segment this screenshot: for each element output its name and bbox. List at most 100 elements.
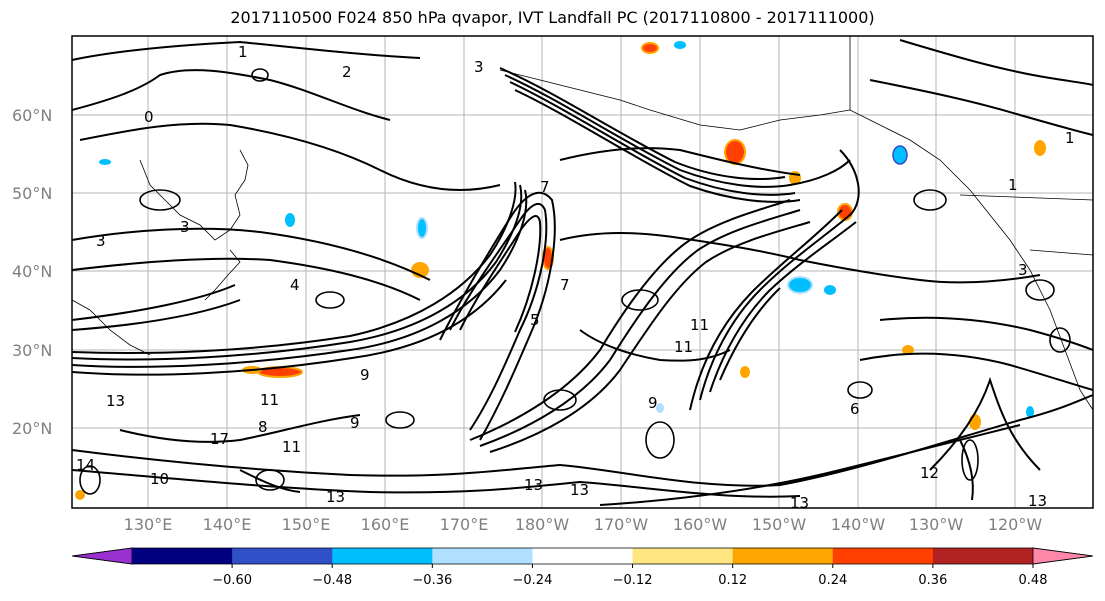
colorbar-segment (432, 548, 533, 564)
colorbar-segment (732, 548, 834, 564)
colorbar-tick-label: −0.48 (312, 573, 352, 588)
contour-line (439, 191, 556, 441)
contour-line (71, 284, 236, 321)
lat-label: 50°N (12, 184, 52, 203)
contour-label: 9 (350, 414, 360, 432)
contour-label: 2 (342, 63, 352, 81)
contour-label: 11 (282, 438, 301, 456)
contour-label: 11 (260, 391, 279, 409)
lat-label: 40°N (12, 262, 52, 281)
contour-ring (385, 411, 415, 429)
contour-line (239, 469, 301, 493)
colorbar-swatches (71, 547, 1094, 565)
lon-label: 150°W (752, 515, 807, 534)
colorbar-tick-label: −0.60 (212, 573, 252, 588)
contour-line (509, 81, 796, 196)
map-title: 2017110500 F024 850 hPa qvapor, IVT Land… (230, 8, 875, 27)
contour-labels: 1 2 3 0 1 3 3 3 1 5 7 11 11 13 13 13 13 … (76, 43, 1075, 512)
contour-line (71, 181, 517, 355)
colorbar-segment (332, 548, 433, 564)
contour-line (71, 40, 421, 61)
contour-label: 1 (1065, 129, 1075, 147)
contour-ring (913, 189, 947, 211)
contour-label: 6 (850, 400, 860, 418)
contour-label: 1 (1008, 176, 1018, 194)
contour-label: 13 (524, 476, 543, 494)
contour-label: 3 (474, 58, 484, 76)
contour-line (479, 209, 801, 447)
contour-line (699, 149, 860, 401)
contour-line (119, 414, 361, 443)
contour-line (489, 221, 811, 453)
contour-label: 3 (180, 218, 190, 236)
lon-label: 150°E (282, 515, 331, 534)
lon-label: 180°W (515, 515, 570, 534)
contour-ring (961, 439, 979, 481)
contour-line (929, 376, 1041, 471)
coastline-china (71, 299, 151, 356)
contour-line (449, 202, 548, 431)
contour-ring (621, 289, 659, 311)
contour-ring (251, 68, 269, 82)
contour-label: 14 (76, 456, 95, 474)
lon-label: 130°W (909, 515, 964, 534)
colorbar-tick-label: 0.24 (818, 573, 847, 588)
lat-axis: 60°N 50°N 40°N 30°N 20°N (12, 106, 52, 438)
contour-label: 13 (326, 488, 345, 506)
small-contours (79, 68, 1071, 495)
coastline-asia (139, 149, 249, 241)
contour-line (459, 215, 542, 333)
contour-label: 17 (210, 430, 229, 448)
contour-label: 1 (238, 43, 248, 61)
shade-positive (902, 345, 914, 355)
colorbar-tick-label: 0.36 (918, 573, 947, 588)
shade-negative (892, 145, 908, 165)
contour-ring (315, 291, 345, 309)
contour-line (71, 299, 241, 331)
contour-line (579, 329, 731, 362)
contour-label: 4 (290, 276, 300, 294)
contour-ring (79, 465, 101, 495)
contour-line (79, 122, 501, 191)
shade-negative (1026, 406, 1034, 418)
colorbar-extension-low (71, 547, 133, 565)
shade-negative (656, 403, 664, 413)
contour-label: 3 (96, 232, 106, 250)
contour-line (709, 221, 857, 393)
contour-label: 7 (540, 178, 550, 196)
lon-axis: 130°E 140°E 150°E 160°E 170°E 180°W 170°… (124, 515, 1043, 534)
contour-ring (847, 381, 873, 399)
colorbar-segment (232, 548, 333, 564)
shade-negative (285, 213, 295, 227)
contour-label: 9 (360, 366, 370, 384)
map-frame (71, 35, 1094, 509)
colorbar-ticks: −0.60 −0.48 −0.36 −0.24 −0.12 0.12 0.24 0.36 0.4… (212, 564, 1047, 588)
colorbar-segment (132, 548, 233, 564)
lat-label: 20°N (12, 419, 52, 438)
contour-label: 13 (790, 494, 809, 512)
contour-line (514, 89, 801, 203)
contour-line (959, 439, 974, 501)
contour-line (499, 67, 786, 181)
shade-positive (969, 414, 981, 430)
contour-label: 3 (1018, 261, 1028, 279)
contour-line (689, 209, 843, 411)
lon-label: 160°E (361, 515, 410, 534)
contour-ring (1049, 327, 1071, 353)
contour-label: 0 (144, 108, 154, 126)
colorbar-segment (932, 548, 1034, 564)
lon-label: 160°W (673, 515, 728, 534)
colorbar-extension-high (1032, 547, 1094, 565)
contour-ring (139, 189, 181, 211)
colorbar-segment (632, 548, 734, 564)
contour-label: 5 (530, 311, 540, 329)
shade-negative (674, 41, 686, 49)
contour-label: 13 (570, 481, 589, 499)
coastline-alaska-america (499, 69, 1094, 411)
contour-line (869, 79, 1094, 136)
contour-label: 13 (106, 392, 125, 410)
lon-label: 120°W (988, 515, 1043, 534)
shade-positive (641, 42, 659, 54)
lon-label: 140°W (831, 515, 886, 534)
